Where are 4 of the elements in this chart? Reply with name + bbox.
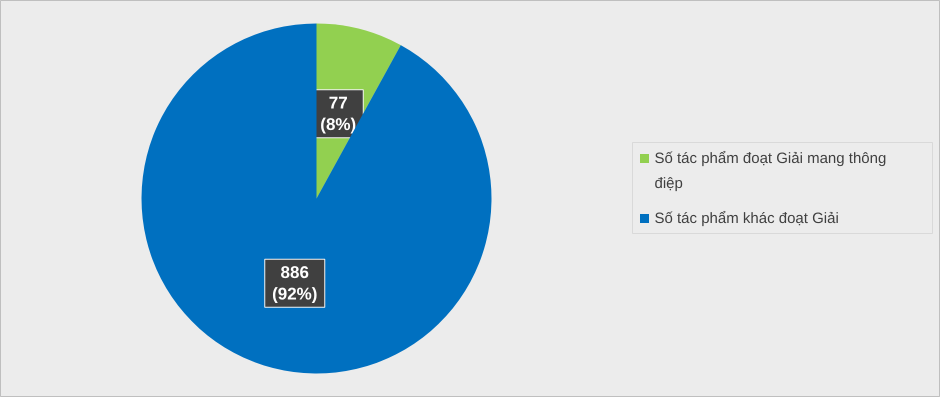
data-label: 77 (8%) [320, 93, 356, 134]
legend-label: Số tác phẩm đoạt Giải mang thông điệp [654, 150, 886, 192]
data-label: 886 (92%) [272, 262, 318, 304]
legend-label: Số tác phẩm khác đoạt Giải [654, 210, 839, 227]
